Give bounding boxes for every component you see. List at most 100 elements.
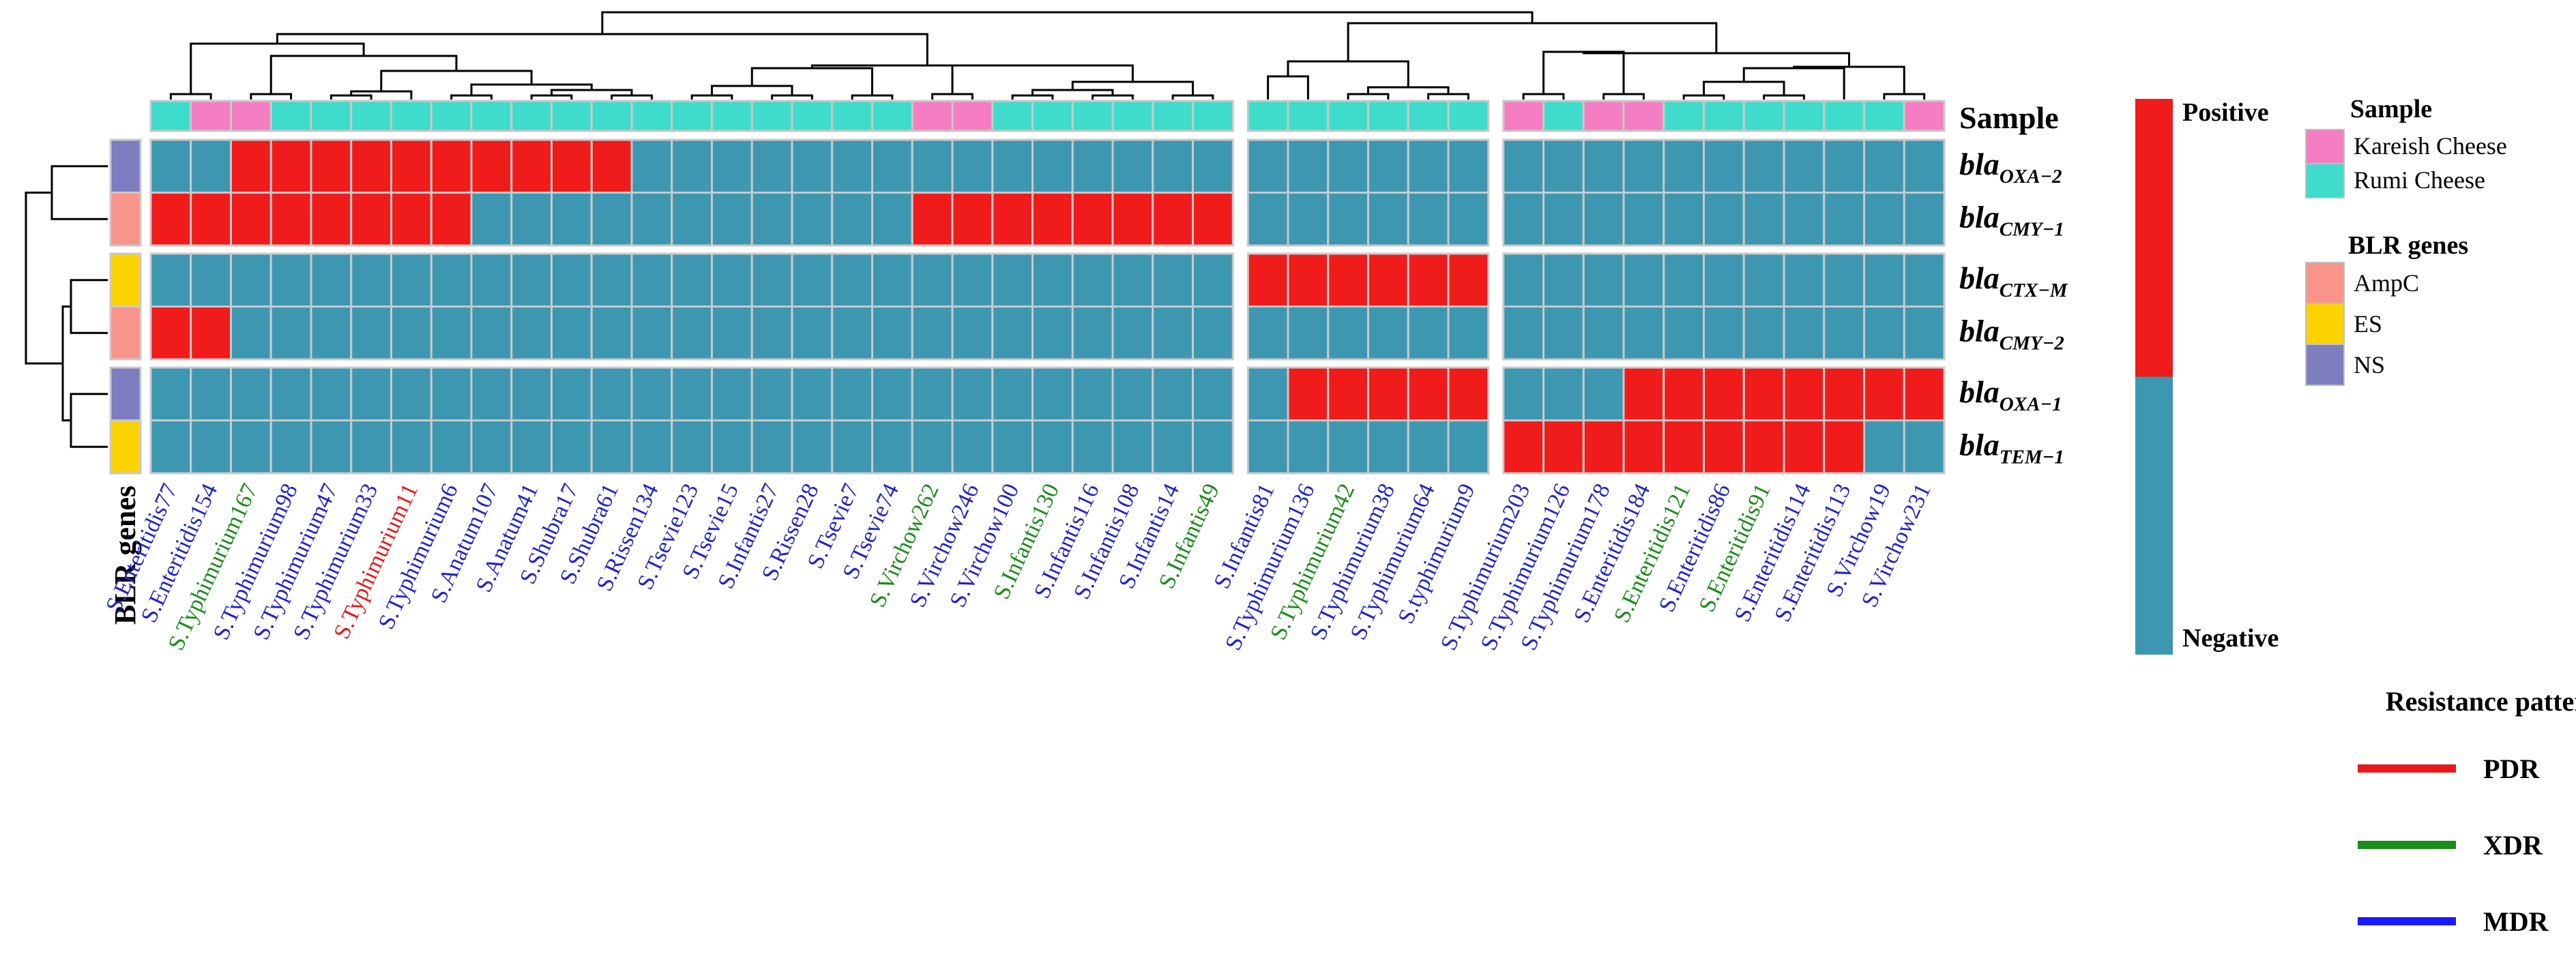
heatmap-cell [1192, 252, 1234, 308]
dendrogram-branch [1703, 80, 1785, 95]
heatmap-cell [630, 138, 673, 194]
heatmap-cell [1192, 305, 1234, 361]
sample-annotation-cell [1287, 100, 1330, 132]
dendrogram-branch [61, 305, 71, 421]
sample-annotation-cell [310, 100, 353, 132]
heatmap-cell [1703, 366, 1745, 421]
heatmap-cell [1502, 305, 1545, 361]
heatmap-cell [590, 252, 633, 308]
heatmap-cell [1582, 192, 1625, 247]
dendrogram-branch [750, 67, 873, 95]
heatmap-cell [1031, 366, 1074, 421]
sample-annotation-cell [1246, 100, 1289, 132]
sample-annotation-cell [1071, 100, 1114, 132]
sample-annotation-cell [1367, 100, 1409, 132]
sample-annotation-cell [951, 100, 994, 132]
dendrogram-branch [931, 93, 974, 100]
sample-annotation-cell [1327, 100, 1369, 132]
heatmap-cell [1407, 419, 1450, 475]
heatmap-cell [350, 305, 392, 361]
heatmap-cell [190, 252, 232, 308]
heatmap-cell [590, 305, 633, 361]
heatmap-cell [991, 138, 1034, 194]
heatmap-cell [149, 305, 192, 361]
heatmap-cell [430, 305, 473, 361]
dendrogram-branch [330, 94, 372, 100]
sample-annotation-cell [1742, 100, 1785, 132]
heatmap-cell [1407, 192, 1450, 247]
dendrogram-branch [711, 85, 793, 95]
dendrogram-branch [611, 94, 653, 100]
heatmap-cell [1287, 138, 1330, 194]
heatmap-cell [1111, 366, 1154, 421]
heatmap-cell [911, 192, 954, 247]
sample-annotation-cell [991, 100, 1034, 132]
heatmap-cell [1447, 419, 1490, 475]
heatmap-cell [991, 192, 1034, 247]
heatmap-cell [230, 305, 272, 361]
heatmap-cell [831, 366, 873, 421]
gene-annotation-cell [109, 138, 142, 194]
dendrogram-branch [1522, 93, 1565, 100]
heatmap-cell [711, 419, 753, 475]
heatmap-cell [1407, 305, 1450, 361]
heatmap-cell [1542, 138, 1585, 194]
heatmap-cell [1663, 419, 1705, 475]
sample-annotation-cell [1663, 100, 1705, 132]
heatmap-cell [1542, 419, 1585, 475]
sample-annotation-cell [831, 100, 873, 132]
sample-annotation-cell [230, 100, 272, 132]
genes-legend-label: NS [2354, 351, 2385, 378]
gene-annotation-cell [109, 252, 142, 308]
heatmap-cell [310, 366, 353, 421]
heatmap-cell [230, 252, 272, 308]
heatmap-cell [1192, 419, 1234, 475]
heatmap-cell [1152, 138, 1194, 194]
heatmap-cell [1783, 252, 1826, 308]
sample-legend-label: Rumi Cheese [2354, 166, 2485, 194]
heatmap-cell [510, 366, 553, 421]
dendrogram-branch [1171, 94, 1214, 100]
heatmap-cell [269, 305, 312, 361]
heatmap-cell [1447, 366, 1490, 421]
heatmap-cell [1447, 252, 1490, 308]
heatmap-cell [1742, 366, 1785, 421]
heatmap-cell [871, 252, 913, 308]
heatmap-cell [1502, 252, 1545, 308]
heatmap-cell [750, 305, 793, 361]
heatmap-cell [590, 192, 633, 247]
heatmap-cell [1367, 192, 1409, 247]
genes-legend-swatch [2305, 303, 2345, 345]
heatmap-cell [1407, 138, 1450, 194]
sample-annotation-cell [190, 100, 232, 132]
heatmap-cell [1071, 366, 1114, 421]
heatmap-cell [590, 138, 633, 194]
heatmap-cell [1903, 419, 1946, 475]
heatmap-cell [510, 419, 553, 475]
heatmap-cell [470, 366, 513, 421]
heatmap-cell [551, 305, 593, 361]
dendrogram-branch [951, 64, 1134, 94]
sample-annotation-cell [149, 100, 192, 132]
heatmap-cell [1246, 138, 1289, 194]
genes-legend-label: ES [2354, 310, 2382, 338]
heatmap-cell [350, 138, 392, 194]
heatmap-cell [1903, 138, 1946, 194]
heatmap-cell [470, 305, 513, 361]
heatmap-cell [1246, 419, 1289, 475]
heatmap-cell [390, 419, 433, 475]
sample-legend-swatch [2305, 163, 2345, 198]
heatmap-cell [390, 252, 433, 308]
heatmap-cell [1367, 252, 1409, 308]
heatmap-cell [590, 366, 633, 421]
heatmap-cell [430, 366, 473, 421]
heatmap-cell [230, 366, 272, 421]
heatmap-cell [149, 419, 192, 475]
heatmap-cell [831, 305, 873, 361]
heatmap-cell [1502, 192, 1545, 247]
heatmap-cell [1327, 252, 1369, 308]
heatmap-cell [1327, 305, 1369, 361]
dendrogram-branch [276, 33, 928, 65]
pattern-legend-label: MDR [2483, 906, 2549, 937]
heatmap-cell [1152, 305, 1194, 361]
